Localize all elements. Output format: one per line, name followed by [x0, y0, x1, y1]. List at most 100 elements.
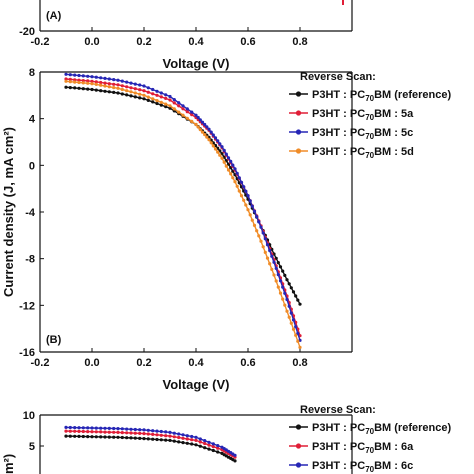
panel-c-series-point	[99, 430, 103, 434]
panel-c-series-point	[207, 443, 211, 447]
panel-b-series-point	[155, 93, 159, 97]
panel-b-series-point	[164, 102, 168, 106]
panel-c-series-point	[64, 429, 68, 433]
panel-c-series-point	[207, 447, 211, 451]
panel-b-series-point	[94, 75, 98, 79]
panel-b-series-point	[239, 180, 244, 184]
panel-c-series-point	[168, 434, 172, 438]
panel-c-series-point	[77, 429, 81, 433]
panel-c-series-point	[129, 431, 133, 435]
panel-b-series-point	[185, 116, 189, 120]
panel-c-series-point	[112, 435, 116, 439]
panel-c-y-tick-label: 10	[23, 410, 35, 422]
panel-b-legend-swatch-marker	[295, 148, 302, 154]
panel-c-series-point	[68, 434, 72, 438]
panel-b-series-point	[209, 141, 213, 145]
panel-b-series-point	[205, 135, 209, 139]
panel-b-series-point	[151, 92, 155, 96]
panel-b-series-point	[194, 113, 198, 117]
panel-c-series-point	[216, 450, 220, 454]
panel-b-label: (B)	[46, 334, 62, 346]
panel-b-series-point	[116, 78, 120, 82]
panel-c-series-point	[216, 446, 220, 450]
panel-b-series-point	[291, 290, 296, 294]
panel-a-x-tick-label: 0.2	[136, 36, 151, 48]
panel-c-series-point	[151, 432, 155, 436]
panel-b-series-point	[146, 90, 150, 94]
panel-c-series-point	[190, 434, 194, 439]
panel-c-series-point	[185, 437, 189, 441]
panel-b-legend-swatch-marker	[295, 110, 302, 116]
panel-b-legend-swatch-marker	[295, 91, 302, 97]
panel-a-curve-tail	[342, 0, 344, 5]
panel-c-legend-title: Reverse Scan:	[300, 404, 376, 416]
panel-b-series-point	[86, 87, 90, 91]
panel-b-series-point	[138, 92, 142, 96]
panel-b-series-point	[155, 101, 159, 106]
panel-b-series-point	[287, 315, 291, 319]
panel-b-series-point	[159, 91, 163, 95]
panel-b-series-point	[298, 345, 302, 349]
panel-b-series-line-0	[65, 86, 301, 305]
panel-c-series-point	[151, 429, 155, 433]
panel-b-series-point	[237, 176, 241, 180]
panel-b-series-point	[224, 152, 228, 156]
panel-b-series-point	[244, 203, 248, 207]
panel-b-series-point	[99, 76, 103, 80]
panel-c-series-point	[164, 434, 168, 438]
panel-b-series-point	[263, 237, 267, 241]
panel-b-series-point	[209, 130, 213, 134]
panel-b-legend-title: Reverse Scan:	[300, 71, 376, 83]
panel-b-series-point	[103, 81, 107, 85]
panel-b-series-point	[159, 103, 163, 107]
panel-c-series-point	[116, 427, 120, 431]
panel-b-y-axis-label: Current density (J, mA cm²)	[1, 127, 16, 297]
panel-b-series-point	[278, 279, 283, 283]
panel-b-series-point	[112, 78, 116, 82]
panel-c-series-point	[81, 434, 85, 439]
panel-b-series-point	[268, 262, 272, 266]
panel-a-x-tick-label: -0.2	[31, 36, 50, 48]
panel-c: 10 5 m²) Reverse Scan: P3HT : PC70BM (ref…	[1, 404, 451, 474]
panel-a-x-tick-label: 0.0	[84, 36, 99, 48]
panel-b-series-point	[107, 90, 111, 94]
panel-c-series-point	[146, 428, 150, 432]
panel-b-series-point	[155, 89, 159, 93]
panel-c-series-point	[181, 433, 185, 437]
panel-b-series-point	[242, 198, 246, 202]
panel-b-series-point	[138, 96, 142, 100]
panel-b-series-point	[263, 250, 267, 254]
panel-c-series-point	[129, 427, 133, 431]
panel-c-series-point	[194, 435, 198, 439]
panel-c-series-point	[81, 426, 85, 430]
panel-b-series-point	[226, 162, 231, 166]
panel-b-series-point	[68, 77, 72, 81]
panel-b-series-point	[218, 153, 222, 157]
panel-b-series-point	[68, 73, 72, 77]
panel-c-series-point	[164, 438, 168, 442]
panel-b-series-point	[107, 85, 111, 89]
panel-b-series-point	[257, 234, 261, 238]
panel-b-series-point	[125, 80, 129, 84]
panel-b-y-tick-label: 8	[29, 67, 35, 79]
panel-b-series-point	[229, 172, 233, 176]
panel-b-series-point	[90, 87, 94, 92]
panel-b-series-point	[151, 97, 155, 101]
panel-b-series-point	[120, 87, 124, 92]
panel-b-series-point	[283, 291, 287, 295]
panel-b-series-point	[146, 98, 150, 102]
panel-c-legend-entry: P3HT : PC70BM : 6a	[312, 441, 414, 455]
panel-b-series-point	[107, 82, 111, 86]
panel-b-series-point	[103, 76, 107, 80]
panel-b-series-point	[133, 91, 137, 95]
panel-b-series-point	[289, 321, 293, 325]
panel-b-series-point	[276, 261, 280, 265]
panel-b-series-point	[235, 171, 239, 175]
panel-b-series-point	[198, 128, 202, 132]
panel-b-series-point	[99, 89, 103, 93]
panel-b-series-point	[281, 297, 285, 301]
panel-b-y-tick-label: -4	[25, 207, 36, 219]
panel-c-series-point	[133, 427, 137, 432]
panel-b-series-point	[142, 97, 146, 101]
panel-b-series-point	[138, 83, 142, 87]
